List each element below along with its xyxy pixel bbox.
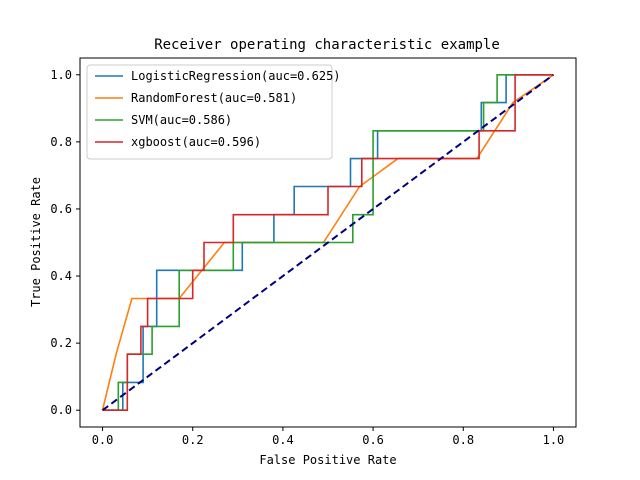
legend-box xyxy=(86,64,333,160)
legend: LogisticRegression(auc=0.625) RandomFores… xyxy=(86,64,341,160)
legend-label-2: SVM(auc=0.586) xyxy=(131,113,232,127)
legend-label-1: RandomForest(auc=0.581) xyxy=(131,91,297,105)
axes-frame xyxy=(79,57,577,428)
y-tick-label: 1.0 xyxy=(50,68,72,82)
y-axis-label: True Positive Rate xyxy=(29,177,43,307)
x-axis-label: False Positive Rate xyxy=(259,453,396,467)
legend-label-0: LogisticRegression(auc=0.625) xyxy=(131,69,341,83)
y-axis: 0.0 0.2 0.4 0.6 0.8 1.0 xyxy=(50,68,80,417)
series-line-3 xyxy=(102,74,554,412)
x-axis: 0.0 0.2 0.4 0.6 0.8 1.0 xyxy=(92,427,565,447)
y-tick-label: 0.4 xyxy=(50,269,72,283)
legend-label-3: xgboost(auc=0.596) xyxy=(131,135,261,149)
chart-title: Receiver operating characteristic exampl… xyxy=(154,37,500,53)
x-tick-label: 0.2 xyxy=(182,433,204,447)
reference-diagonal-line xyxy=(101,73,555,412)
plot-area xyxy=(101,73,555,412)
x-tick-label: 1.0 xyxy=(543,433,565,447)
x-tick-label: 0.8 xyxy=(452,433,474,447)
x-tick-label: 0.4 xyxy=(272,433,294,447)
y-tick-label: 0.0 xyxy=(50,403,72,417)
x-tick-label: 0.0 xyxy=(92,433,114,447)
y-tick-label: 0.2 xyxy=(50,336,72,350)
y-tick-label: 0.6 xyxy=(50,202,72,216)
x-tick-label: 0.6 xyxy=(362,433,384,447)
y-tick-label: 0.8 xyxy=(50,135,72,149)
